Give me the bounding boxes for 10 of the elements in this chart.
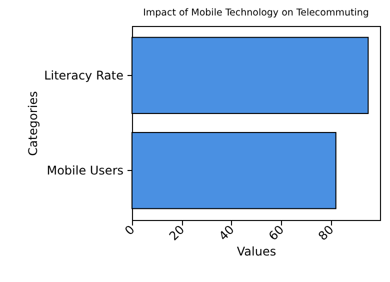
x-tick-label: 60 bbox=[266, 222, 287, 244]
x-tick-label: 0 bbox=[122, 222, 138, 238]
y-tick-label: Literacy Rate bbox=[44, 68, 124, 82]
x-tick-label: 40 bbox=[216, 222, 237, 244]
x-axis-title: Values bbox=[236, 244, 276, 259]
y-axis-title: Categories bbox=[26, 91, 40, 156]
x-tick-label: 80 bbox=[316, 222, 336, 244]
y-tick-label: Mobile Users bbox=[46, 164, 124, 178]
chart-title: Impact of Mobile Technology on Telecommuting bbox=[143, 8, 369, 18]
x-tick-label: 20 bbox=[166, 222, 188, 244]
